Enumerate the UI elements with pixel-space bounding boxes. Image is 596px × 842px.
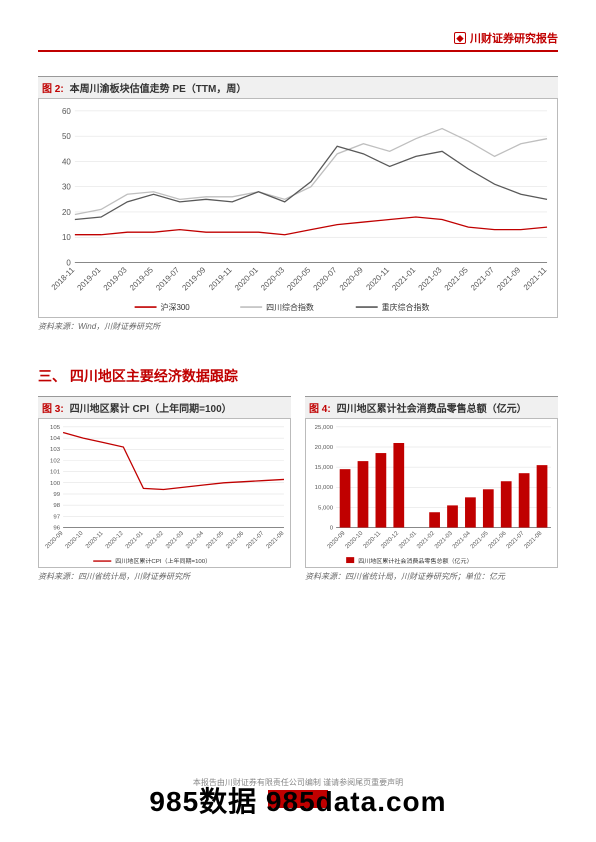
- svg-text:20,000: 20,000: [315, 445, 334, 451]
- figure2-title: 本周川渝板块估值走势 PE（TTM，周）: [70, 80, 247, 95]
- svg-text:30: 30: [62, 183, 71, 192]
- svg-text:2021-04: 2021-04: [185, 530, 205, 550]
- figure3-caption: 图 3: 四川地区累计 CPI（上年同期=100）: [38, 396, 291, 418]
- svg-text:2021-05: 2021-05: [470, 530, 490, 550]
- figure4-source: 资料来源：四川省统计局，川财证券研究所；单位：亿元: [305, 571, 558, 582]
- svg-text:2020-07: 2020-07: [312, 265, 339, 292]
- figure2-source: 资料来源：Wind，川财证券研究所: [38, 321, 558, 332]
- figure3-chart: 969798991001011021031041052020-092020-10…: [38, 418, 291, 568]
- svg-text:2021-07: 2021-07: [469, 265, 496, 292]
- svg-text:10: 10: [62, 233, 71, 242]
- svg-text:沪深300: 沪深300: [161, 302, 191, 312]
- svg-text:2021-07: 2021-07: [506, 530, 526, 550]
- svg-text:2020-10: 2020-10: [65, 530, 85, 550]
- figure2-caption: 图 2: 本周川渝板块估值走势 PE（TTM，周）: [38, 76, 558, 98]
- svg-text:2021-03: 2021-03: [434, 530, 454, 550]
- watermark: 985数据 985data.com: [0, 780, 596, 820]
- svg-text:2020-09: 2020-09: [338, 265, 365, 292]
- svg-text:20: 20: [62, 208, 71, 217]
- svg-text:105: 105: [50, 425, 61, 431]
- svg-text:5,000: 5,000: [318, 505, 334, 511]
- svg-text:2021-11: 2021-11: [522, 265, 549, 292]
- svg-text:2021-08: 2021-08: [265, 530, 285, 550]
- svg-text:四川综合指数: 四川综合指数: [266, 302, 314, 312]
- svg-text:2021-02: 2021-02: [416, 530, 436, 550]
- svg-text:2020-12: 2020-12: [380, 530, 400, 550]
- svg-text:四川地区累计CPI（上年同期=100）: 四川地区累计CPI（上年同期=100）: [115, 557, 211, 565]
- page-header: ◆ 川财证券研究报告: [38, 30, 558, 46]
- svg-text:2020-05: 2020-05: [285, 265, 312, 292]
- section3-heading: 三、 四川地区主要经济数据跟踪: [38, 366, 558, 386]
- brand-text: 川财证券研究报告: [470, 30, 558, 46]
- svg-text:0: 0: [330, 526, 334, 532]
- svg-text:2021-08: 2021-08: [524, 530, 544, 550]
- svg-text:60: 60: [62, 107, 71, 116]
- header-rule: [38, 50, 558, 52]
- svg-text:102: 102: [50, 458, 61, 464]
- svg-text:2019-03: 2019-03: [102, 265, 129, 292]
- svg-text:2021-02: 2021-02: [145, 530, 165, 550]
- svg-text:2021-03: 2021-03: [165, 530, 185, 550]
- svg-text:25,000: 25,000: [315, 425, 334, 431]
- svg-text:15,000: 15,000: [315, 465, 334, 471]
- svg-text:40: 40: [62, 157, 71, 166]
- svg-text:103: 103: [50, 447, 61, 453]
- logo-icon: ◆: [454, 32, 466, 44]
- figure3-title: 四川地区累计 CPI（上年同期=100）: [70, 400, 232, 415]
- svg-text:2019-01: 2019-01: [75, 265, 102, 292]
- svg-text:2019-09: 2019-09: [180, 265, 207, 292]
- svg-text:2021-01: 2021-01: [390, 265, 417, 292]
- svg-text:2020-11: 2020-11: [364, 265, 391, 292]
- svg-text:2020-09: 2020-09: [45, 530, 65, 550]
- svg-text:2019-11: 2019-11: [207, 265, 234, 292]
- svg-text:100: 100: [50, 481, 61, 487]
- svg-text:2021-01: 2021-01: [125, 530, 145, 550]
- figure4-title: 四川地区累计社会消费品零售总额（亿元）: [337, 400, 527, 415]
- svg-text:101: 101: [50, 470, 61, 476]
- svg-text:2021-05: 2021-05: [443, 265, 470, 292]
- figure4-chart: 05,00010,00015,00020,00025,0002020-09202…: [305, 418, 558, 568]
- figure2-chart: 01020304050602018-112019-012019-032019-0…: [38, 98, 558, 318]
- svg-text:2020-09: 2020-09: [327, 530, 347, 550]
- svg-text:2018-11: 2018-11: [50, 265, 77, 292]
- svg-text:2020-03: 2020-03: [259, 265, 286, 292]
- svg-text:2020-11: 2020-11: [85, 530, 105, 550]
- svg-text:2020-12: 2020-12: [105, 530, 125, 550]
- svg-text:2021-06: 2021-06: [488, 530, 508, 550]
- svg-text:重庆综合指数: 重庆综合指数: [382, 302, 430, 312]
- svg-text:10,000: 10,000: [315, 485, 334, 491]
- svg-text:2021-03: 2021-03: [416, 265, 443, 292]
- svg-text:2021-07: 2021-07: [245, 530, 265, 550]
- svg-text:2019-05: 2019-05: [128, 265, 155, 292]
- svg-text:2021-09: 2021-09: [495, 265, 522, 292]
- figure3-label: 图 3:: [42, 400, 64, 415]
- svg-text:四川地区累计社会消费品零售总额（亿元）: 四川地区累计社会消费品零售总额（亿元）: [358, 557, 472, 565]
- figure4-caption: 图 4: 四川地区累计社会消费品零售总额（亿元）: [305, 396, 558, 418]
- svg-text:2021-04: 2021-04: [452, 530, 472, 550]
- figure3-source: 资料来源：四川省统计局，川财证券研究所: [38, 571, 291, 582]
- svg-text:97: 97: [53, 514, 60, 520]
- figure2-label: 图 2:: [42, 80, 64, 95]
- svg-text:50: 50: [62, 132, 71, 141]
- svg-text:98: 98: [53, 503, 60, 509]
- svg-text:2021-01: 2021-01: [398, 530, 418, 550]
- svg-text:2021-06: 2021-06: [225, 530, 245, 550]
- svg-text:2020-01: 2020-01: [233, 265, 260, 292]
- svg-text:99: 99: [53, 492, 60, 498]
- svg-text:2020-10: 2020-10: [344, 530, 364, 550]
- svg-text:2020-11: 2020-11: [363, 530, 383, 550]
- figure4-label: 图 4:: [309, 400, 331, 415]
- svg-text:2021-05: 2021-05: [205, 530, 225, 550]
- svg-text:104: 104: [50, 436, 61, 442]
- svg-text:2019-07: 2019-07: [154, 265, 181, 292]
